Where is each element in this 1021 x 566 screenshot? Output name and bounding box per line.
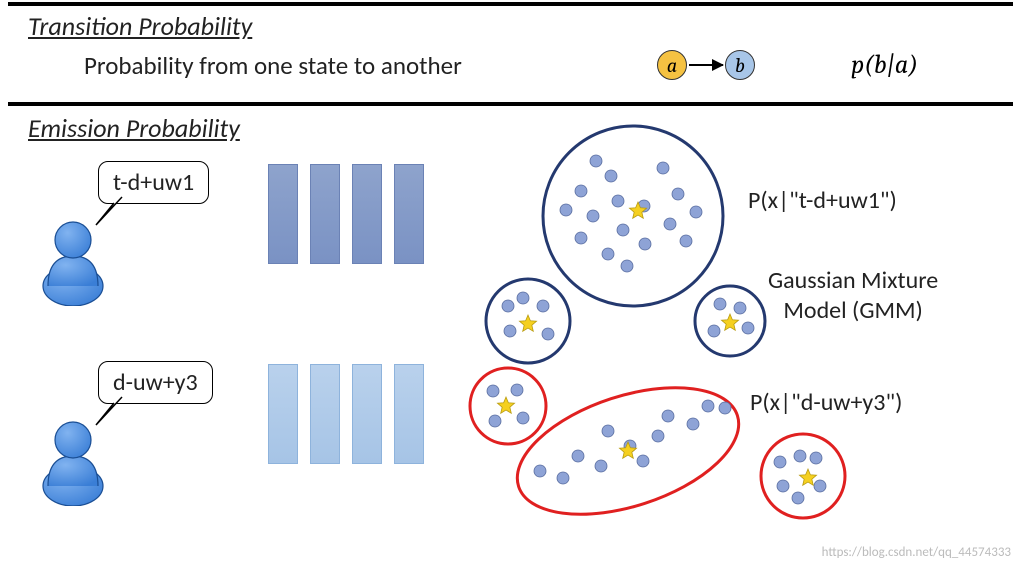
transition-formula: p(b|a) (851, 50, 918, 80)
transition-graphic: a b (657, 50, 755, 80)
transition-arrow (689, 64, 723, 66)
emission-section: Emission Probability t-d+uw1 P(x|"t-d+uw… (8, 106, 1013, 556)
watermark: https://blog.csdn.net/qq_44574333 (822, 545, 1011, 560)
gmm-clusters (8, 106, 1013, 556)
transition-title: Transition Probability (28, 10, 993, 42)
state-a: a (657, 50, 687, 80)
state-b: b (725, 50, 755, 80)
transition-section: Transition Probability Probability from … (8, 6, 1013, 106)
